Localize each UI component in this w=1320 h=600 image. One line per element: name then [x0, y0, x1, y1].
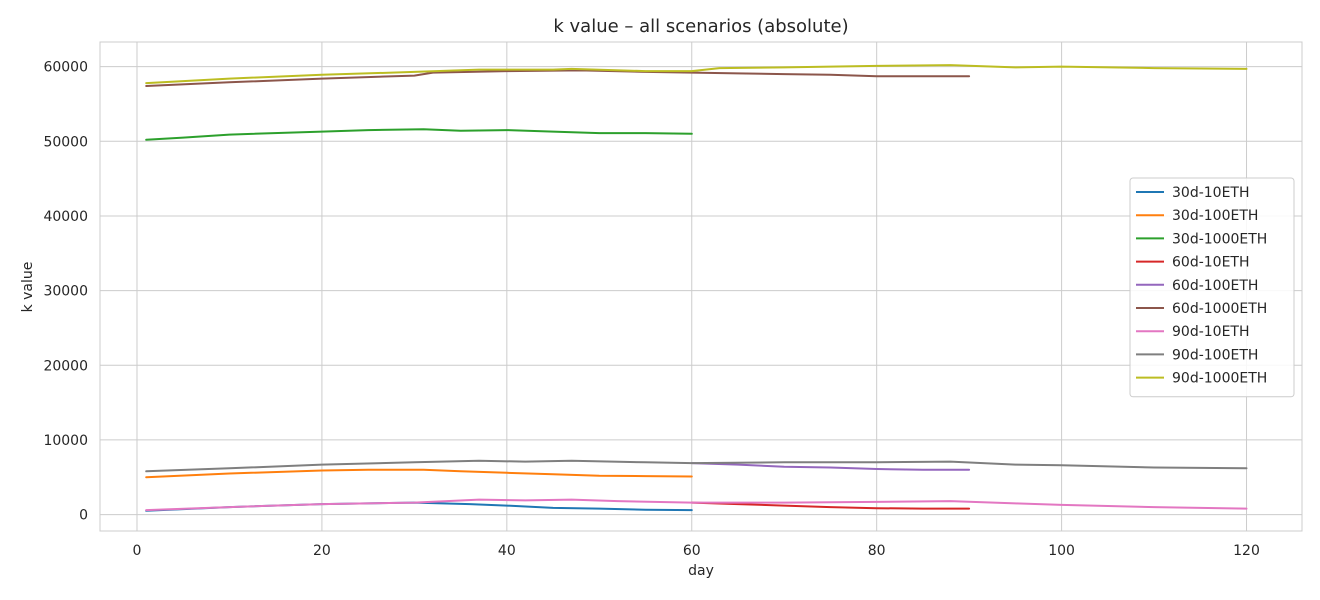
- legend-entry: 30d-10ETH: [1172, 185, 1250, 201]
- y-tick-label: 20000: [43, 358, 88, 374]
- y-tick-label: 0: [79, 508, 88, 524]
- x-tick-label: 120: [1233, 543, 1260, 559]
- y-tick-label: 40000: [43, 209, 88, 225]
- legend: 30d-10ETH 30d-100ETH 30d-1000ETH 60d-10ETH 6…: [1129, 177, 1295, 398]
- chart-title: k value – all scenarios (absolute): [553, 16, 848, 37]
- y-axis-label: k value: [20, 262, 36, 313]
- series-line-90d-1000eth: [145, 64, 1248, 85]
- x-tick-label: 0: [133, 543, 142, 559]
- series-line-60d-100eth: [690, 462, 971, 471]
- tick-labels: 0 20 40 60 80 100 120 0 10000 20000 30000 40000 5000…: [43, 60, 1259, 559]
- x-tick-label: 20: [313, 543, 331, 559]
- legend-entry: 90d-1000ETH: [1172, 371, 1267, 387]
- series-line-30d-1000eth: [145, 128, 693, 141]
- legend-entry: 90d-100ETH: [1172, 347, 1258, 363]
- y-tick-label: 30000: [43, 284, 88, 300]
- legend-entry: 90d-10ETH: [1172, 324, 1250, 340]
- y-tick-label: 10000: [43, 433, 88, 449]
- y-tick-label: 60000: [43, 60, 88, 76]
- y-tick-label: 50000: [43, 134, 88, 150]
- legend-entry: 30d-1000ETH: [1172, 231, 1267, 247]
- legend-box: [1129, 177, 1295, 398]
- x-tick-label: 60: [683, 543, 701, 559]
- series-line-90d-100eth: [145, 459, 1248, 473]
- series-line-60d-1000eth: [145, 69, 971, 87]
- x-tick-label: 80: [868, 543, 886, 559]
- legend-entry: 30d-100ETH: [1172, 208, 1258, 224]
- x-axis-label: day: [688, 563, 714, 579]
- x-tick-label: 100: [1048, 543, 1075, 559]
- legend-entry: 60d-100ETH: [1172, 278, 1258, 294]
- plot-frame: [99, 41, 1303, 532]
- series-lines: [145, 64, 1248, 512]
- series-line-30d-100eth: [145, 468, 693, 479]
- grid-lines: [100, 42, 1302, 531]
- series-line-60d-10eth: [690, 501, 971, 510]
- legend-entry: 60d-1000ETH: [1172, 301, 1267, 317]
- x-tick-label: 40: [498, 543, 516, 559]
- series-line-90d-10eth: [145, 498, 1248, 512]
- legend-entry: 60d-10ETH: [1172, 255, 1250, 271]
